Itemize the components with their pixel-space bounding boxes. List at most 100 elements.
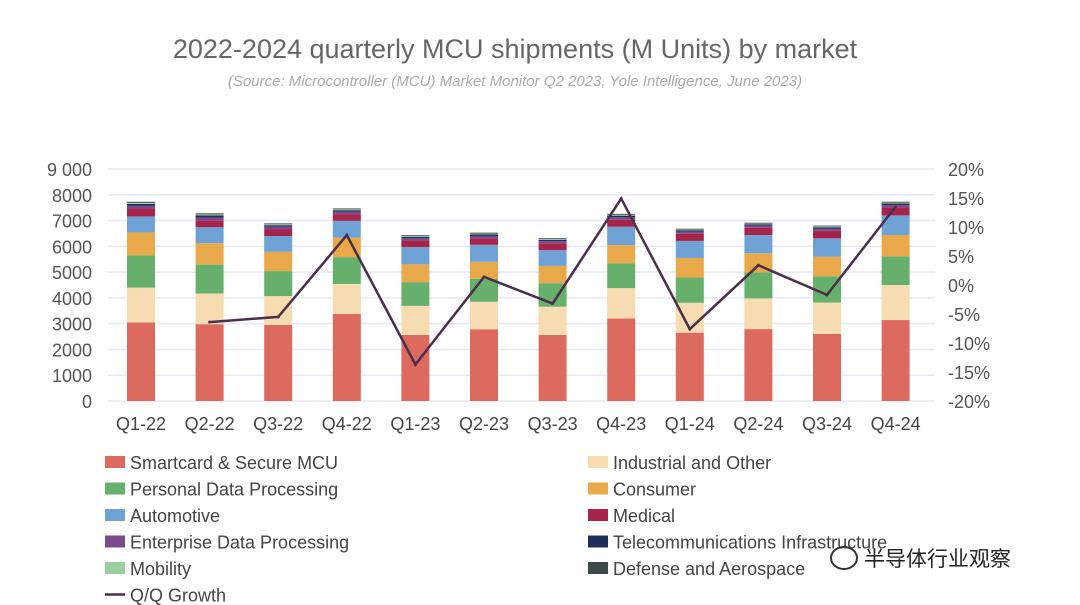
bar-segment <box>675 233 704 241</box>
bar-segment <box>401 305 430 336</box>
bar-segment <box>607 318 636 401</box>
bar-segment <box>744 224 773 226</box>
bar-segment <box>538 335 567 401</box>
bar-segment <box>813 276 841 303</box>
bar-segment <box>127 255 155 288</box>
legend-label: Automotive <box>130 506 220 526</box>
y2-tick-label: -5% <box>948 305 980 325</box>
bar-segment <box>401 236 430 239</box>
x-tick-label: Q2-23 <box>459 414 509 434</box>
bar-segment <box>401 235 430 236</box>
bar-segment <box>264 251 293 272</box>
x-tick-label: Q2-22 <box>185 414 235 434</box>
legend-label: Personal Data Processing <box>130 480 338 500</box>
chart-title: 2022-2024 quarterly MCU shipments (M Uni… <box>173 34 858 64</box>
bar-segment <box>264 296 293 325</box>
bar-segment <box>881 201 910 203</box>
bar-segment <box>264 236 293 252</box>
bar-segment <box>744 222 773 224</box>
bar-segment <box>813 227 841 229</box>
bar-segment <box>607 288 636 319</box>
bar-segment <box>813 302 841 334</box>
y-tick-label: 7000 <box>52 212 92 232</box>
bar-segment <box>127 202 155 204</box>
x-tick-label: Q1-23 <box>390 414 440 434</box>
bar-segment <box>127 322 155 401</box>
bar-segment <box>881 256 910 285</box>
bar-segment <box>195 243 224 265</box>
bar-segment <box>744 234 773 254</box>
y2-tick-label: 20% <box>948 160 984 180</box>
bar-segment <box>332 210 361 212</box>
bar-segment <box>195 213 224 215</box>
bar-segment <box>813 225 841 227</box>
bar-segment <box>401 247 430 265</box>
bar-segment <box>470 238 498 245</box>
bar-segment <box>813 333 841 401</box>
legend-label: Medical <box>613 506 675 526</box>
legend-label: Consumer <box>613 480 696 500</box>
bar-segment <box>264 226 293 230</box>
y-tick-label: 3000 <box>52 315 92 335</box>
bar-segment <box>195 324 224 401</box>
y2-tick-label: -20% <box>948 392 990 412</box>
y2-tick-label: 15% <box>948 189 984 209</box>
bar-segment <box>195 220 224 228</box>
legend-swatch <box>588 509 608 521</box>
y-tick-label: 6000 <box>52 237 92 257</box>
bar-segment <box>264 229 293 237</box>
bar-segment <box>607 263 636 289</box>
bar-segment <box>538 238 567 240</box>
bar-segment <box>744 223 773 225</box>
bar-segment <box>195 215 224 218</box>
bar-segment <box>675 231 704 234</box>
x-tick-label: Q4-22 <box>322 414 372 434</box>
bar-segment <box>538 306 567 336</box>
bar-segment <box>813 238 841 257</box>
bar-segment <box>675 229 704 231</box>
bar-segment <box>332 313 361 401</box>
bar-segment <box>127 216 155 233</box>
y2-tick-label: -15% <box>948 363 990 383</box>
bar-segment <box>607 217 636 220</box>
bar-segment <box>401 240 430 248</box>
legend-label: Smartcard & Secure MCU <box>130 453 338 473</box>
x-tick-label: Q3-24 <box>802 414 852 434</box>
bar-segment <box>881 215 910 235</box>
legend-swatch <box>588 456 608 468</box>
bar-segment <box>332 257 361 284</box>
x-tick-label: Q4-23 <box>596 414 646 434</box>
legend-swatch <box>105 509 125 521</box>
bar-segment <box>470 301 498 330</box>
bar-segment <box>264 225 293 227</box>
legend-label: Mobility <box>130 559 191 579</box>
bar-segment <box>195 293 224 325</box>
chart-subtitle: (Source: Microcontroller (MCU) Market Mo… <box>228 73 802 90</box>
y2-tick-label: 5% <box>948 247 974 267</box>
bar-segment <box>675 230 704 232</box>
y-tick-label: 4000 <box>52 289 92 309</box>
bar-segment <box>538 265 567 284</box>
bar-segment <box>881 207 910 216</box>
bar-segment <box>607 245 636 264</box>
bar-segment <box>538 239 567 242</box>
bar-segment <box>675 228 704 230</box>
bar-segment <box>470 261 498 279</box>
bar-segment <box>195 227 224 244</box>
y2-tick-label: -10% <box>948 334 990 354</box>
legend-swatch <box>105 562 125 574</box>
y-tick-label: 5000 <box>52 263 92 283</box>
x-tick-label: Q2-24 <box>733 414 783 434</box>
wechat-icon <box>830 546 858 570</box>
x-tick-label: Q3-23 <box>528 414 578 434</box>
bar-segment <box>538 243 567 251</box>
bar-segment <box>264 224 293 226</box>
legend-swatch <box>105 456 125 468</box>
y-tick-label: 2000 <box>52 340 92 360</box>
bar-segment <box>127 203 155 206</box>
y2-tick-label: 10% <box>948 218 984 238</box>
bar-segment <box>881 285 910 321</box>
bar-segment <box>538 238 567 239</box>
bar-segment <box>332 208 361 210</box>
